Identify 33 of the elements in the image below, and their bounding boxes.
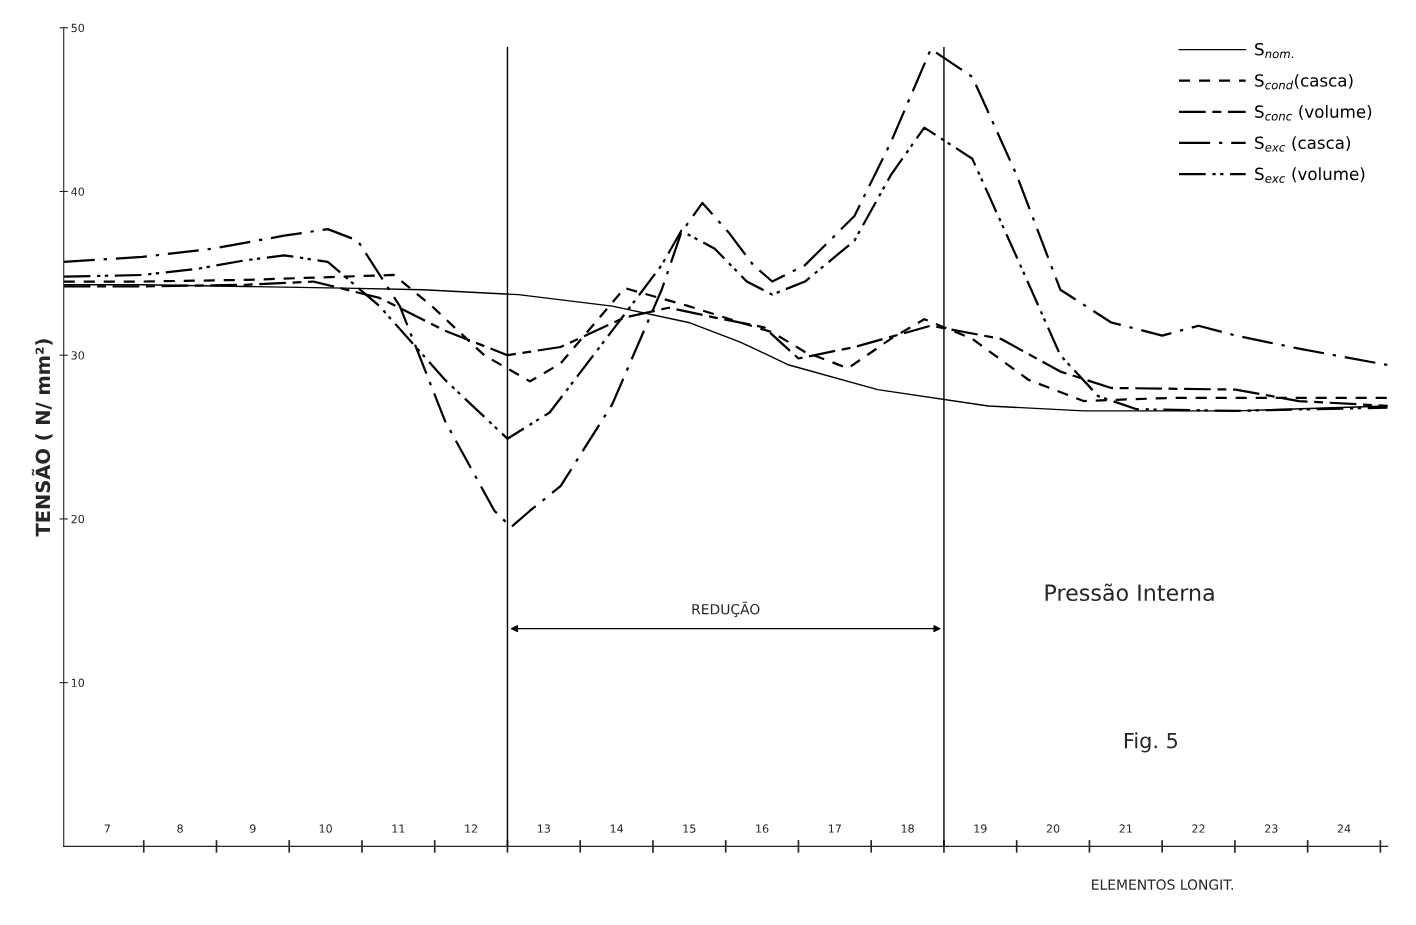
x-tick-label: 11 [392,824,405,833]
x-tick-label: 24 [1337,824,1351,833]
y-tick-label: 40 [71,187,85,196]
x-tick-label: 19 [974,824,987,833]
annotation: Pressão Interna [1045,583,1214,602]
x-tick-label: 13 [537,824,551,833]
x-tick-label: 9 [250,824,256,833]
y-tick-label: 30 [71,351,85,360]
x-tick-label: 21 [1119,824,1132,833]
legend-label: S$_{exc}$ (casca) [1255,136,1351,152]
y-tick-label: 50 [71,23,85,33]
x-tick-label: 10 [319,824,332,833]
x-tick-label: 12 [465,824,478,833]
annotation: Fig. 5 [1124,732,1178,753]
x-tick-label: 22 [1192,824,1205,833]
x-tick-label: 20 [1046,824,1060,833]
x-tick-label: 16 [756,824,769,833]
x-tick-label: 15 [683,824,696,833]
legend-label: S$_{cond}$(casca) [1255,73,1353,90]
x-tick-label: 14 [610,824,624,833]
annotation: REDUÇÃO [692,601,760,617]
x-tick-label: 7 [104,824,110,833]
y-tick-label: 20 [71,514,85,524]
x-axis-title: ELEMENTOS LONGIT. [1092,879,1233,890]
y-axis-title: TENSÃO ( N/ mm²) [31,339,53,537]
legend-label: S$_{exc}$ (volume) [1255,167,1365,183]
x-tick-label: 17 [828,824,841,833]
legend-label: S$_{conc}$ (volume) [1255,105,1372,121]
x-tick-label: 8 [177,824,183,833]
y-tick-label: 10 [71,678,85,688]
legend-label: S$_{nom.}$ [1255,42,1294,59]
x-tick-label: 23 [1265,824,1278,833]
x-tick-label: 18 [901,824,914,833]
